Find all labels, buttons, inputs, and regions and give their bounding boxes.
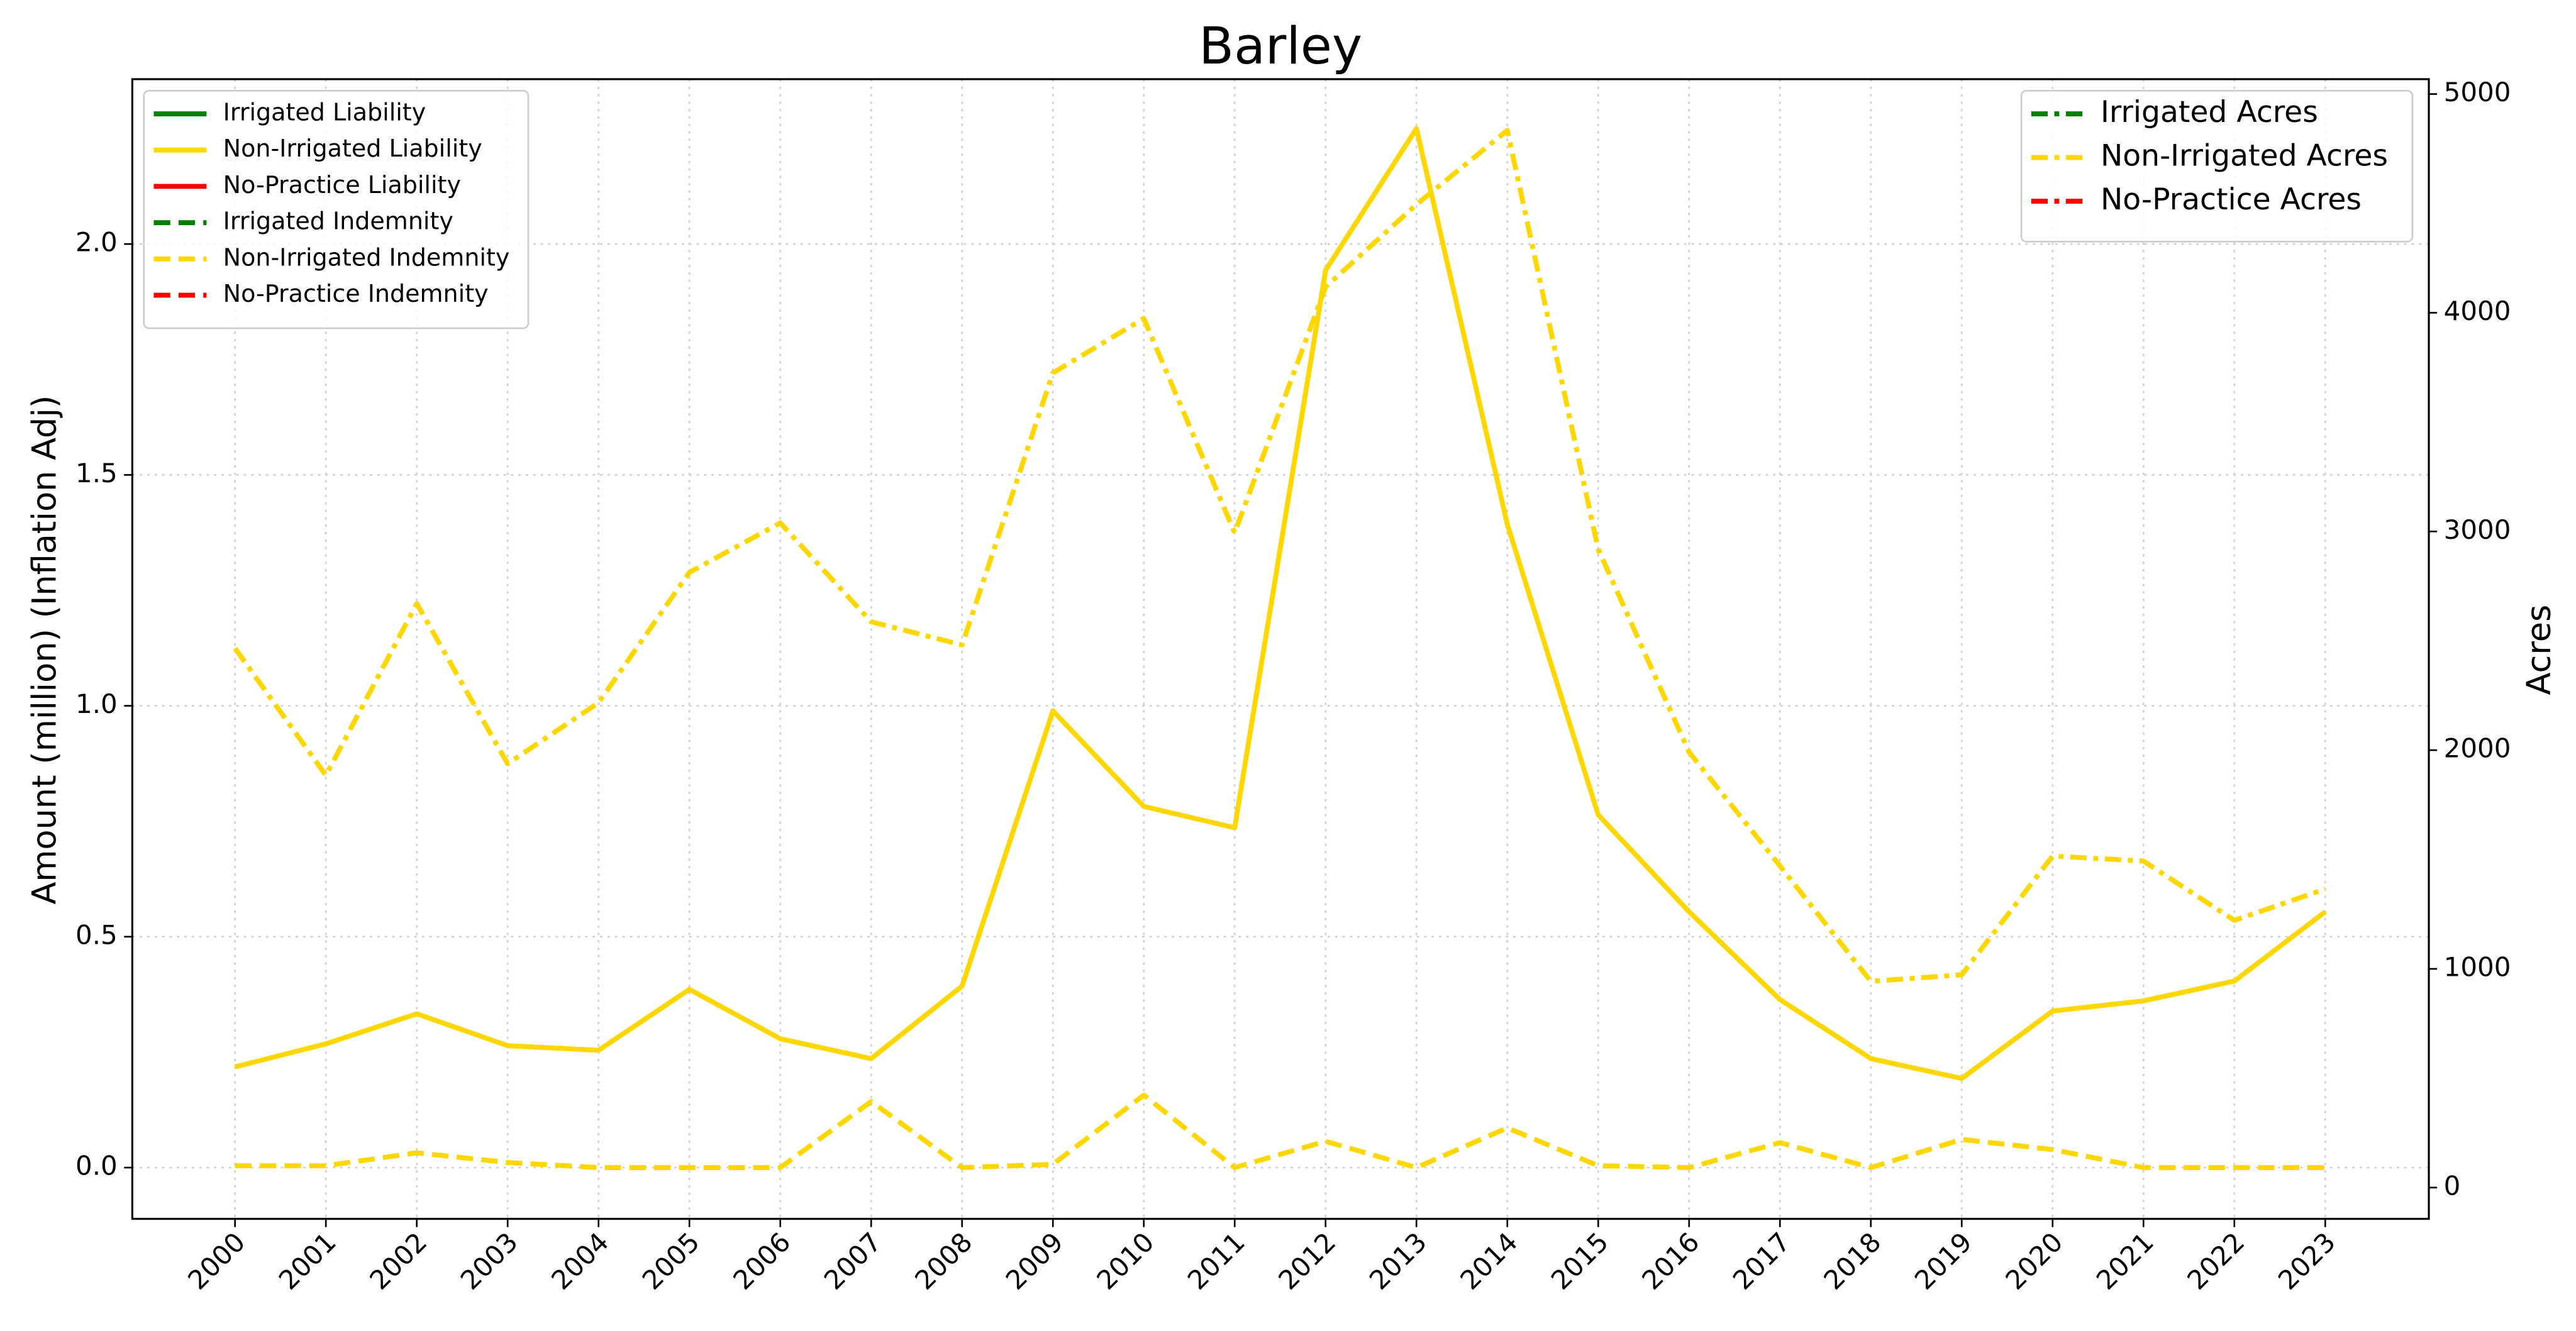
y-tick-label: 1.5 bbox=[75, 458, 118, 489]
legend-label: Irrigated Indemnity bbox=[223, 207, 453, 235]
x-tick-label: 2011 bbox=[1182, 1227, 1251, 1296]
y2-tick-label: 2000 bbox=[2444, 733, 2511, 764]
x-tick-label: 2014 bbox=[1454, 1227, 1523, 1296]
x-tick-label: 2003 bbox=[455, 1227, 524, 1296]
y2-tick-label: 0 bbox=[2444, 1170, 2461, 1201]
x-tick-label: 2013 bbox=[1363, 1227, 1433, 1296]
x-tick-label: 2005 bbox=[636, 1227, 706, 1296]
y-axis-label: Amount (million) (Inflation Adj) bbox=[26, 395, 64, 905]
y-tick-label: 2.0 bbox=[75, 227, 118, 258]
y2-tick-label: 1000 bbox=[2444, 952, 2511, 983]
y2-axis-label: Acres bbox=[2520, 605, 2558, 695]
legend-label: Non-Irrigated Liability bbox=[223, 135, 482, 162]
x-tick-label: 2002 bbox=[364, 1227, 433, 1296]
x-tick-label: 2017 bbox=[1727, 1227, 1796, 1296]
x-tick-label: 2007 bbox=[818, 1227, 887, 1296]
x-tick-label: 2008 bbox=[909, 1227, 978, 1296]
x-tick-label: 2021 bbox=[2090, 1227, 2160, 1296]
y2-tick-label: 4000 bbox=[2444, 295, 2511, 326]
legend-label: Non-Irrigated Acres bbox=[2101, 139, 2388, 174]
x-tick-label: 2004 bbox=[545, 1227, 614, 1296]
legend-label: No-Practice Acres bbox=[2101, 182, 2362, 217]
legend-box bbox=[143, 89, 530, 329]
line bbox=[235, 1092, 2326, 1171]
x-tick-label: 2001 bbox=[273, 1227, 342, 1296]
chart-title: Barley bbox=[1199, 17, 1362, 76]
x-tick-label: 2016 bbox=[1636, 1227, 1705, 1296]
y-tick-label: 0.0 bbox=[75, 1151, 118, 1181]
x-tick-label: 2022 bbox=[2181, 1227, 2250, 1296]
y-tick-label: 1.0 bbox=[75, 688, 118, 719]
x-tick-label: 2009 bbox=[1000, 1227, 1069, 1296]
y2-tick-label: 5000 bbox=[2444, 77, 2511, 108]
y-tick-label: 0.5 bbox=[75, 919, 118, 950]
x-tick-label: 2018 bbox=[1818, 1227, 1887, 1296]
legend-label: Irrigated Liability bbox=[223, 99, 426, 126]
x-tick-label: 2010 bbox=[1091, 1227, 1160, 1296]
legend-label: No-Practice Liability bbox=[223, 171, 461, 199]
line bbox=[233, 128, 2326, 984]
x-tick-label: 2015 bbox=[1545, 1227, 1614, 1296]
x-tick-label: 2020 bbox=[1999, 1227, 2068, 1296]
x-tick-label: 2000 bbox=[182, 1227, 251, 1296]
legend-box bbox=[2020, 89, 2414, 243]
plot-frame bbox=[131, 78, 2430, 1220]
y2-tick-label: 3000 bbox=[2444, 514, 2511, 545]
legend-label: No-Practice Indemnity bbox=[223, 280, 489, 307]
x-tick-label: 2019 bbox=[1909, 1227, 1978, 1296]
line bbox=[234, 126, 2327, 1081]
legend-label: Non-Irrigated Indemnity bbox=[223, 243, 510, 271]
x-tick-label: 2006 bbox=[727, 1227, 796, 1296]
x-tick-label: 2023 bbox=[2272, 1227, 2341, 1296]
x-tick-label: 2012 bbox=[1272, 1227, 1341, 1296]
legend-label: Irrigated Acres bbox=[2101, 95, 2318, 130]
